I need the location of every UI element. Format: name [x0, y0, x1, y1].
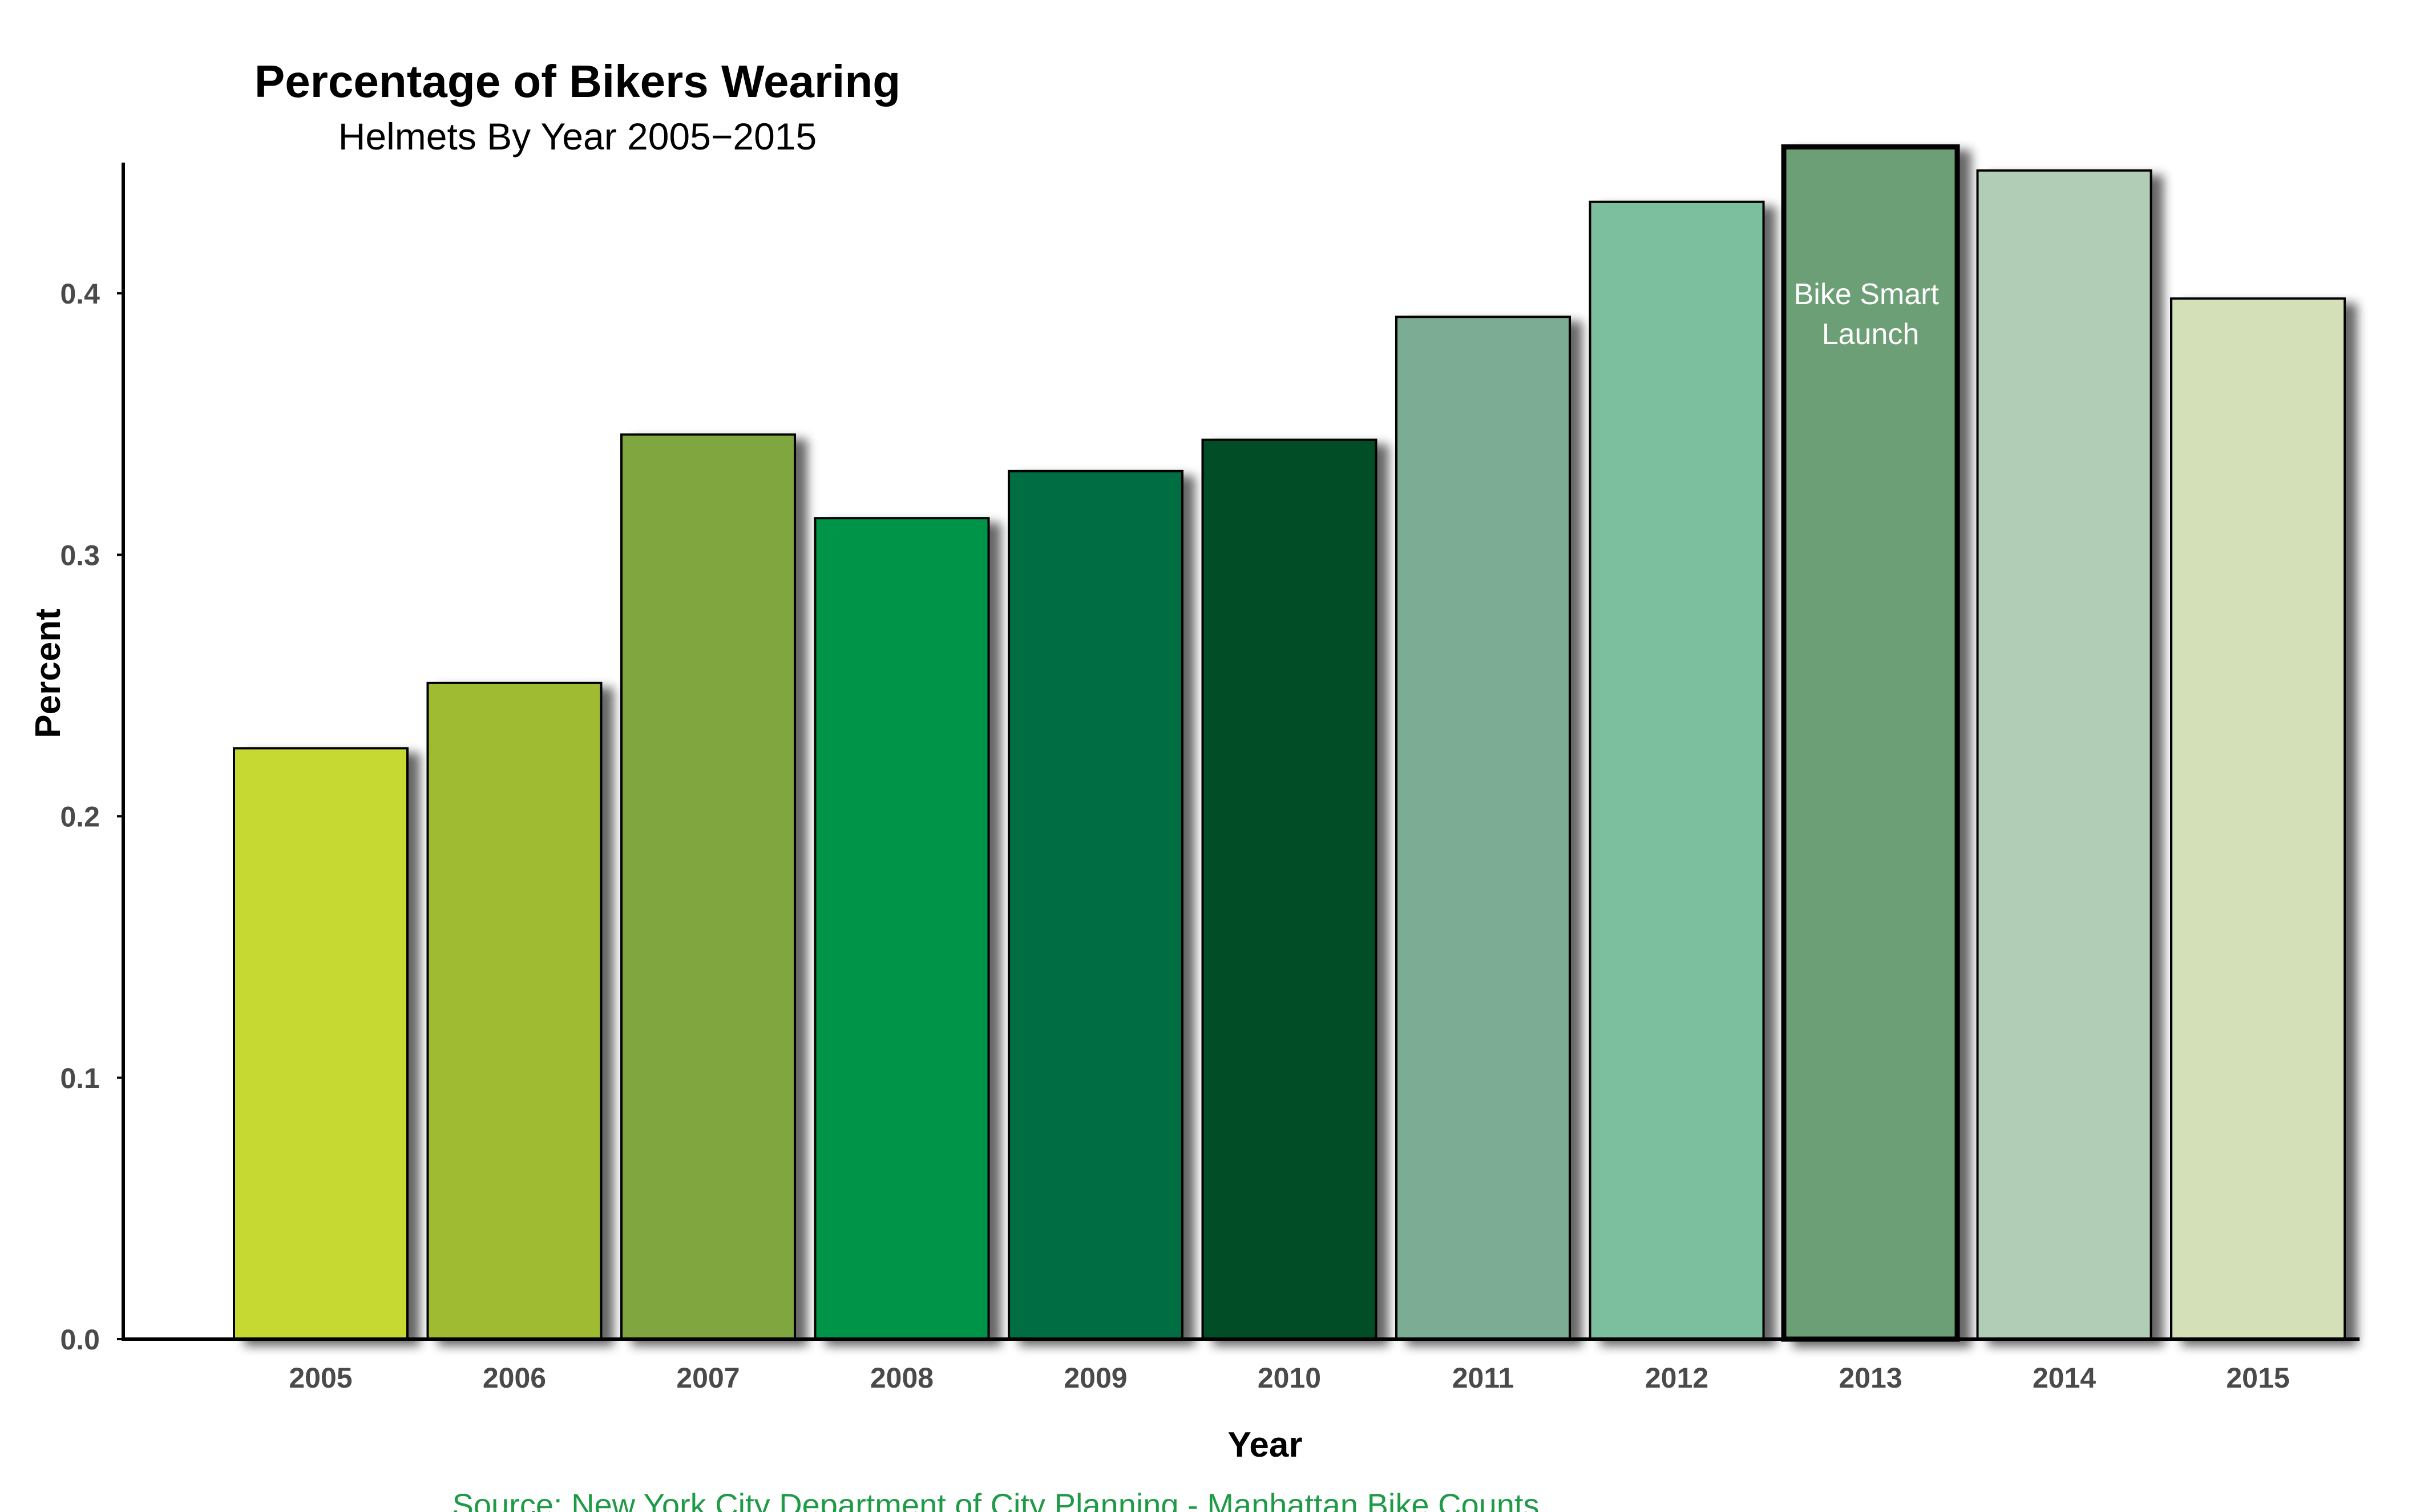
chart-title: Percentage of Bikers Wearing — [254, 56, 900, 107]
bar-2013 — [1781, 144, 1960, 1342]
y-tick-label-0.1: 0.1 — [60, 1062, 100, 1094]
y-axis-ticks: 0.0 0.1 0.2 0.3 0.4 — [60, 278, 123, 1356]
x-tick-label-2005: 2005 — [289, 1362, 352, 1394]
x-tick-label-2010: 2010 — [1258, 1362, 1321, 1394]
x-tick-label-2014: 2014 — [2033, 1362, 2096, 1394]
x-tick-label-2011: 2011 — [1452, 1362, 1514, 1394]
chart-subtitle: Helmets By Year 2005−2015 — [338, 115, 817, 157]
x-tick-label-2006: 2006 — [483, 1362, 546, 1394]
x-tick-label-2007: 2007 — [676, 1362, 740, 1394]
bar-2009 — [1008, 470, 1183, 1340]
bar-2011 — [1395, 316, 1571, 1341]
bar-2012 — [1589, 200, 1765, 1341]
bar-2007 — [620, 433, 796, 1340]
y-axis-title: Percent — [29, 608, 68, 738]
x-tick-label-2013: 2013 — [1839, 1362, 1902, 1394]
x-axis-ticks: 2005 2006 2007 2008 2009 2010 2011 2012 2013 2014… — [289, 1362, 2289, 1394]
bar-2015 — [2170, 297, 2346, 1341]
y-tick-label-0.2: 0.2 — [60, 801, 100, 833]
bike-smart-launch-annotation: Bike Smart Launch — [1794, 278, 1948, 351]
y-tick-label-0.4: 0.4 — [60, 278, 100, 310]
bar-2005 — [233, 747, 409, 1340]
annotation-line-2: Launch — [1822, 318, 1920, 351]
x-tick-label-2008: 2008 — [870, 1362, 934, 1394]
x-tick-label-2015: 2015 — [2226, 1362, 2289, 1394]
x-axis-title: Year — [1227, 1425, 1302, 1465]
annotation-line-1: Bike Smart — [1794, 278, 1940, 311]
bar-2006 — [426, 681, 603, 1340]
y-tick-label-0.3: 0.3 — [60, 539, 100, 571]
bars-group — [233, 144, 2346, 1342]
x-tick-label-2012: 2012 — [1645, 1362, 1708, 1394]
bar-2014 — [1976, 169, 2152, 1341]
x-tick-label-2009: 2009 — [1064, 1362, 1127, 1394]
bar-2008 — [814, 517, 990, 1340]
bar-2010 — [1201, 438, 1377, 1340]
source-note: Source: New York City Department of City… — [453, 1487, 1540, 1512]
y-tick-label-0.0: 0.0 — [60, 1324, 100, 1356]
